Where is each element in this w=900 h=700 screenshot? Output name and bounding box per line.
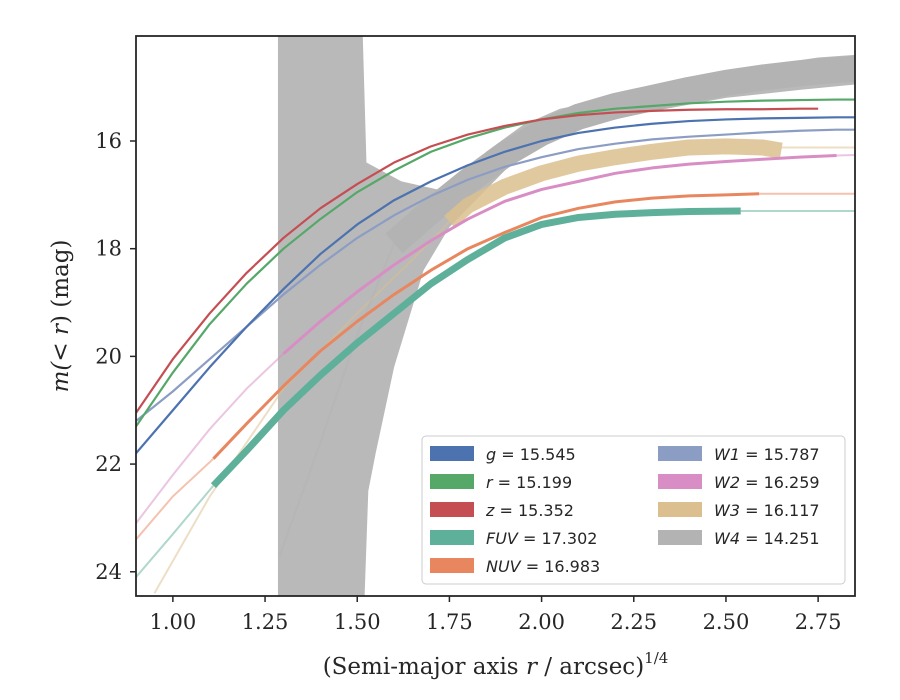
legend-swatch-nuv	[430, 558, 474, 573]
legend-swatch-w2	[658, 474, 702, 489]
legend-label-w3: W3 = 16.117	[714, 501, 820, 520]
legend-label-fuv: FUV = 17.302	[486, 529, 597, 548]
legend-swatch-r	[430, 474, 474, 489]
series-g-line	[136, 116, 855, 455]
y-tick-label: 18	[95, 237, 122, 261]
plot-area	[136, 36, 855, 596]
x-tick-label: 1.25	[242, 610, 289, 634]
y-axis: 16 18 20 22 24	[95, 129, 136, 584]
legend-label-nuv: NUV = 16.983	[486, 557, 600, 576]
series-w4-extrapolation-inner	[278, 242, 396, 556]
x-tick-label: 1.75	[426, 610, 473, 634]
plot-frame	[135, 35, 856, 597]
series-z-line	[136, 107, 819, 414]
legend-label-r: r = 15.199	[486, 473, 572, 492]
series-r-line	[136, 98, 855, 428]
series-w3-line	[444, 138, 783, 228]
series-w1-line	[136, 128, 855, 422]
y-tick-label: 20	[95, 344, 122, 368]
series-w2-line	[282, 154, 837, 355]
series-w2-extrapolation-inner	[136, 352, 285, 524]
x-tick-label: 2.50	[703, 610, 750, 634]
x-axis: 1.00 1.25 1.50 1.75 2.00 2.25 2.50 2.75	[149, 596, 842, 634]
legend-swatch-fuv	[430, 530, 474, 545]
x-tick-label: 2.25	[610, 610, 657, 634]
series-nuv-extrapolation-inner	[136, 457, 215, 541]
x-tick-label: 2.00	[518, 610, 565, 634]
legend-swatch-w4	[658, 530, 702, 545]
legend-swatch-w1	[658, 446, 702, 461]
y-tick-label: 22	[95, 452, 122, 476]
x-axis-label: (Semi-major axis r / arcsec)1/4	[323, 649, 669, 680]
legend-label-g: g = 15.545	[486, 445, 576, 464]
legend-label-w1: W1 = 15.787	[714, 445, 820, 464]
legend-label-w4: W4 = 14.251	[714, 529, 820, 548]
series-fuv-line	[210, 207, 741, 489]
legend-swatch-w3	[658, 502, 702, 517]
legend-label-w2: W2 = 16.259	[714, 473, 820, 492]
legend-swatch-z	[430, 502, 474, 517]
legend: g = 15.545 r = 15.199 z = 15.352 FUV = 17.3…	[421, 435, 846, 585]
x-tick-label: 2.75	[795, 610, 842, 634]
y-tick-label: 24	[95, 560, 122, 584]
legend-label-z: z = 15.352	[485, 501, 574, 520]
legend-swatch-g	[430, 446, 474, 461]
series-fuv-extrapolation-inner	[136, 484, 215, 578]
series-w2-extrapolation-outer	[836, 154, 855, 157]
x-tick-label: 1.50	[334, 610, 381, 634]
legend-box	[421, 435, 846, 585]
x-tick-label: 1.00	[149, 610, 196, 634]
y-axis-label: m(< r) (mag)	[48, 240, 74, 393]
y-tick-label: 16	[95, 129, 122, 153]
series-nuv-line	[212, 192, 760, 460]
